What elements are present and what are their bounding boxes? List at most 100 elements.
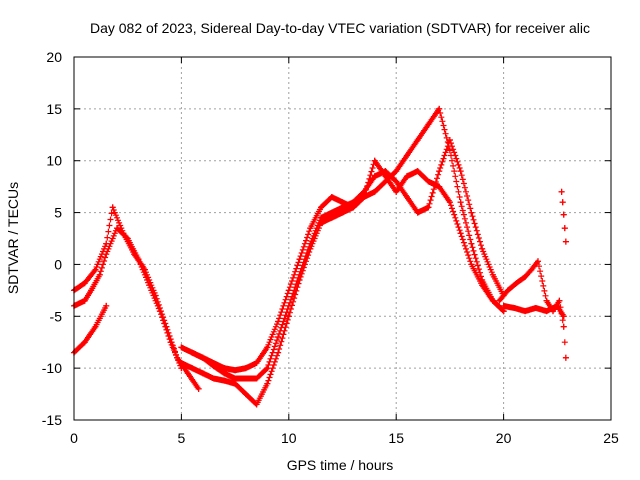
data-point — [328, 214, 335, 221]
data-point — [382, 168, 389, 175]
data-point — [124, 235, 131, 242]
data-point — [559, 199, 566, 206]
data-point — [560, 323, 567, 330]
series-track-7 — [496, 258, 569, 361]
y-tick-label: 5 — [54, 205, 62, 221]
data-point — [264, 380, 271, 387]
data-point — [414, 168, 421, 175]
data-point — [253, 375, 260, 382]
data-point — [479, 245, 486, 252]
data-point — [328, 209, 335, 216]
data-point — [103, 302, 110, 309]
series-track-5 — [178, 157, 507, 408]
data-point — [350, 204, 357, 211]
series-track-6 — [189, 136, 507, 382]
y-tick-label: 0 — [54, 256, 62, 272]
data-point — [436, 105, 443, 112]
series-track-9 — [558, 188, 569, 245]
plot-frame — [73, 56, 612, 421]
data-point — [285, 302, 292, 309]
data-point — [178, 344, 185, 351]
data-point — [92, 323, 99, 330]
data-point — [253, 401, 260, 408]
data-point — [189, 349, 196, 356]
data-point — [253, 359, 260, 366]
data-point — [489, 297, 496, 304]
data-point — [500, 308, 507, 315]
data-point — [468, 261, 475, 268]
data-point — [414, 136, 421, 143]
data-point — [436, 183, 443, 190]
series-track-2 — [71, 225, 185, 372]
series-track-4 — [178, 105, 507, 374]
data-point — [178, 365, 185, 372]
data-point — [496, 297, 503, 304]
data-point — [393, 188, 400, 195]
data-point — [371, 173, 378, 180]
data-point — [446, 147, 453, 154]
y-axis-label: SDTVAR / TECUs — [5, 182, 21, 294]
data-point — [468, 209, 475, 216]
y-tick-label: 15 — [46, 101, 62, 117]
data-point — [425, 204, 432, 211]
data-point — [232, 380, 239, 387]
x-tick-label: 25 — [603, 430, 619, 446]
data-point — [457, 168, 464, 175]
data-point — [339, 204, 346, 211]
data-point — [500, 302, 507, 309]
data-point — [425, 178, 432, 185]
data-point — [167, 339, 174, 346]
data-point — [242, 365, 249, 372]
data-point — [96, 271, 103, 278]
data-point — [560, 313, 567, 320]
data-point — [275, 318, 282, 325]
data-point — [210, 363, 217, 370]
x-tick-label: 15 — [388, 430, 404, 446]
data-point — [199, 354, 206, 361]
data-point — [285, 287, 292, 294]
data-point — [189, 365, 196, 372]
data-point — [554, 302, 561, 309]
y-tick-label: 10 — [46, 153, 62, 169]
data-point — [221, 377, 228, 384]
data-point — [393, 178, 400, 185]
data-point — [403, 152, 410, 159]
data-point — [414, 209, 421, 216]
data-point — [522, 308, 529, 315]
data-point — [561, 225, 568, 232]
data-point — [296, 256, 303, 263]
data-point — [318, 204, 325, 211]
data-point — [81, 280, 88, 287]
y-tick-label: 20 — [46, 49, 62, 65]
data-point — [199, 370, 206, 377]
data-point — [275, 349, 282, 356]
data-point — [156, 308, 163, 315]
data-point — [446, 199, 453, 206]
axis-ticks: 0 5 10 15 20 25 -15 -10 -5 0 5 10 15 20 — [42, 49, 619, 446]
data-point — [360, 188, 367, 195]
data-point — [556, 297, 563, 304]
data-point — [285, 313, 292, 320]
data-point — [513, 280, 520, 287]
data-point — [457, 230, 464, 237]
data-point — [371, 157, 378, 164]
data-point — [103, 251, 110, 258]
series-markers — [178, 105, 507, 374]
data-point — [328, 194, 335, 201]
data-point — [109, 204, 116, 211]
data-point — [562, 238, 569, 245]
data-point — [360, 194, 367, 201]
y-tick-label: -5 — [50, 308, 63, 324]
data-point — [221, 370, 228, 377]
series-track-3 — [71, 302, 110, 356]
data-point — [532, 304, 539, 311]
data-point — [393, 168, 400, 175]
x-tick-label: 5 — [178, 430, 186, 446]
x-axis-label: GPS time / hours — [287, 457, 394, 473]
data-point — [339, 209, 346, 216]
series-markers — [71, 225, 185, 372]
data-point — [511, 304, 518, 311]
data-point — [403, 173, 410, 180]
data-point — [146, 282, 153, 289]
data-point — [135, 256, 142, 263]
